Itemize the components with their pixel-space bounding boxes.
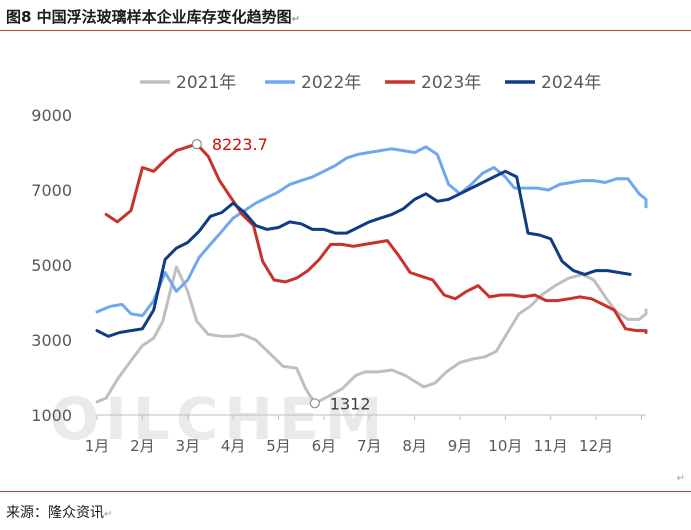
legend-label-1: 2021年 (176, 73, 236, 93)
top-rule (0, 30, 691, 31)
series-line-3 (104, 142, 648, 334)
figure-header: 图8 中国浮法玻璃样本企业库存变化趋势图↵ (0, 0, 691, 30)
annotation-marker-1 (191, 139, 202, 150)
y-tick-label-5: 9000 (31, 106, 72, 125)
x-tick-label-3: 3月 (175, 437, 200, 455)
series-line-1 (95, 265, 648, 405)
x-tick-label-9: 9月 (448, 437, 473, 455)
paragraph-mark-icon: ↵ (291, 14, 301, 25)
figure-title: 图8 中国浮法玻璃样本企业库存变化趋势图 (6, 8, 292, 26)
x-tick-label-8: 8月 (402, 437, 427, 455)
y-tick-label-3: 5000 (31, 256, 72, 275)
x-tick-label-1: 1月 (85, 437, 110, 455)
series-line-4 (95, 169, 632, 338)
x-tick-label-6: 6月 (312, 437, 337, 455)
x-tick-label-7: 7月 (357, 437, 382, 455)
y-tick-label-2: 3000 (31, 331, 72, 350)
corner-mark-icon: ↵ (676, 473, 685, 484)
x-tick-label-11: 11月 (534, 437, 568, 455)
annotation-label-1: 8223.7 (212, 135, 268, 154)
x-tick-label-10: 10月 (488, 437, 522, 455)
chart-area: 2021年 2022年 2023年 2024年 1000 3000 5000 7000 9000… (31, 73, 648, 455)
x-tick-label-4: 4月 (221, 437, 246, 455)
paragraph-mark-icon: ↵ (104, 509, 113, 520)
x-tick-label-2: 2月 (130, 437, 155, 455)
bottom-rule (0, 491, 691, 492)
series-line-2 (95, 145, 648, 318)
source-note: 来源：隆众资讯 (6, 505, 104, 521)
legend-label-3: 2023年 (421, 73, 481, 93)
x-tick-label-5: 5月 (266, 437, 291, 455)
annotation-marker-2 (309, 398, 320, 409)
legend-label-2: 2022年 (301, 73, 361, 93)
annotation-label-2: 1312 (330, 394, 371, 413)
y-tick-label-4: 7000 (31, 181, 72, 200)
y-tick-label-1: 1000 (31, 406, 72, 425)
x-tick-label-12: 12月 (579, 437, 613, 455)
legend-label-4: 2024年 (541, 73, 601, 93)
